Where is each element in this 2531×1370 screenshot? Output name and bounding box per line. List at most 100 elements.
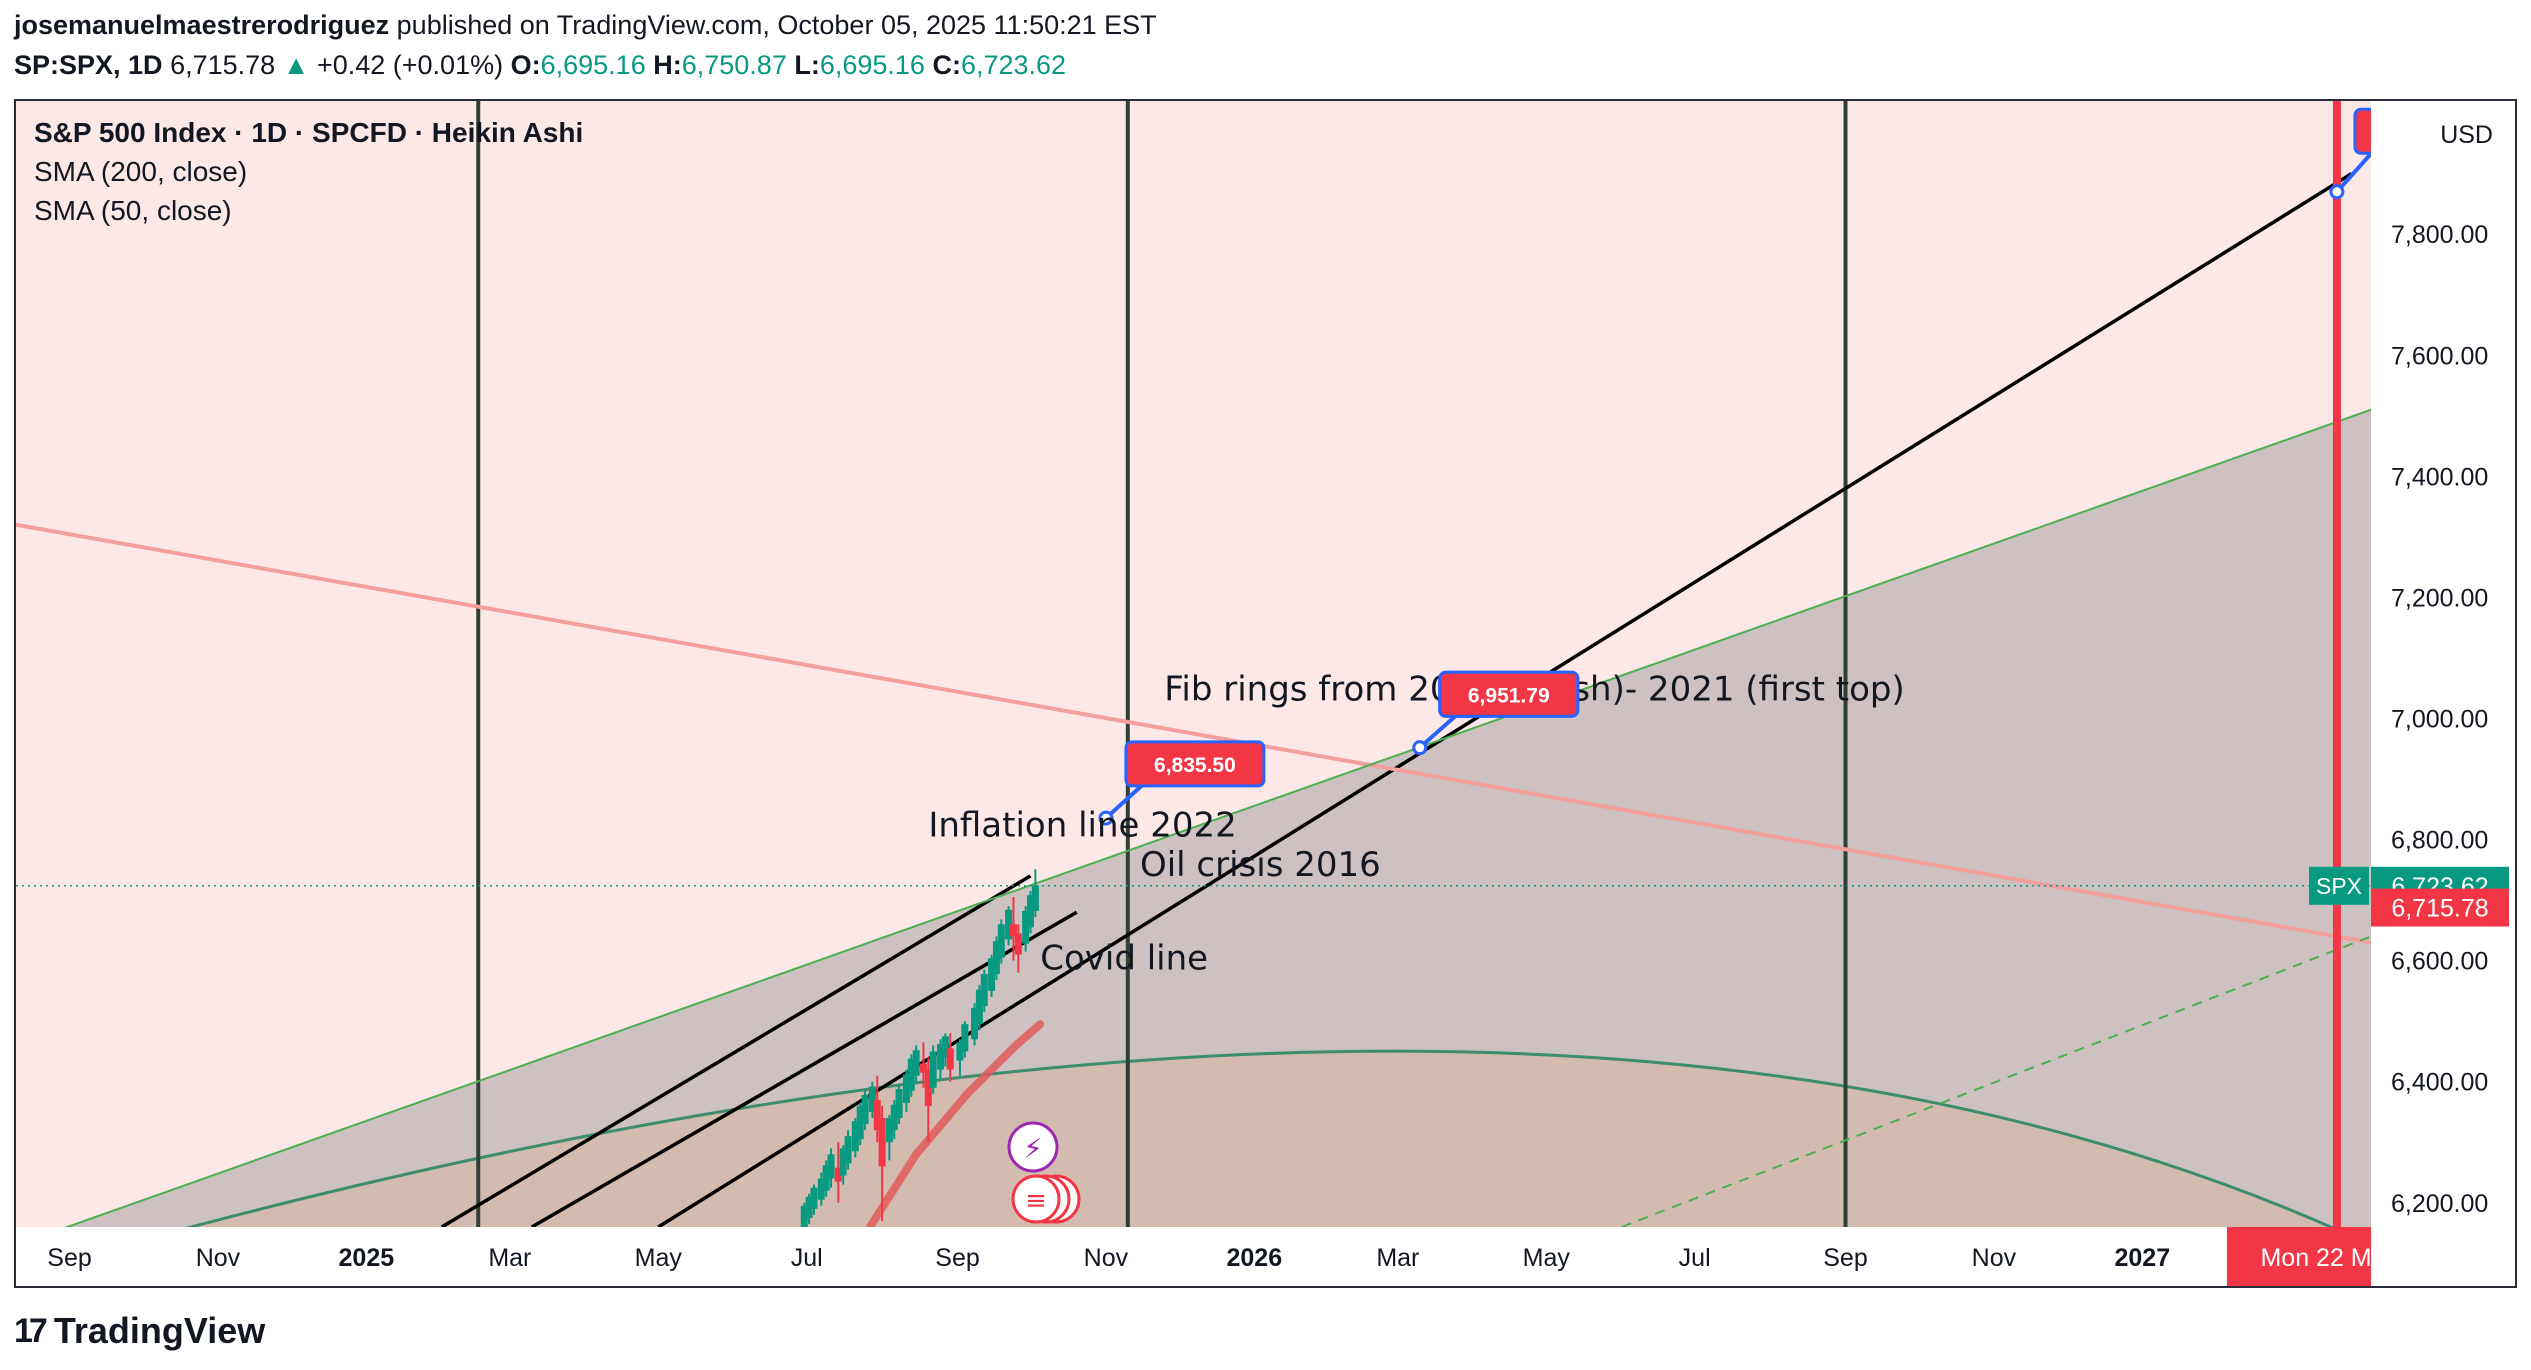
last-price-tag-label: 6,715.78 [2391, 895, 2488, 923]
price-callout-box-2-front [1438, 670, 1580, 718]
candle-body-35 [997, 924, 1005, 958]
low-value: 6,695.16 [819, 50, 925, 80]
x-tick-label-9: 2026 [1227, 1244, 1283, 1272]
open-label: O: [510, 50, 541, 80]
open-value: 6,695.16 [540, 50, 646, 80]
chart-frame[interactable]: ⚡≡6,835.506,951.797,Fib rings from 2008 … [14, 99, 2517, 1288]
x-tick-label-5: May [635, 1244, 683, 1272]
time-axis [16, 1227, 2371, 1286]
candle-body-18 [895, 1088, 903, 1119]
candle-body-31 [975, 989, 983, 1025]
green-channel-dashed [1621, 935, 2371, 1227]
y-tick-label-5: 7,000.00 [2391, 705, 2488, 733]
candle-body-17 [890, 1104, 898, 1131]
candle-body-36 [1005, 909, 1013, 940]
candle-body-9 [844, 1136, 852, 1164]
high-value: 6,750.87 [681, 50, 787, 80]
candle-body-24 [929, 1051, 937, 1088]
x-tick-label-2: Nov [196, 1244, 241, 1272]
x-tick-label-6: Jul [791, 1244, 823, 1272]
legend-title[interactable]: S&P 500 Index · 1D · SPCFD · Heikin Ashi [34, 117, 584, 148]
candle-body-39 [1022, 910, 1030, 944]
y-tick-label-6: 7,200.00 [2391, 584, 2488, 612]
sma200-line [865, 1020, 1045, 1231]
candle-body-12 [861, 1095, 869, 1125]
candle-body-11 [856, 1105, 864, 1140]
price-callout-anchor-1 [1098, 810, 1114, 826]
candle-body-19 [902, 1074, 910, 1103]
x-tick-label-1: Sep [47, 1244, 91, 1272]
candle-body-5 [822, 1165, 830, 1191]
spx-name-tag-label: SPX [2316, 873, 2362, 899]
legend-sma50[interactable]: SMA (50, close) [34, 195, 232, 226]
axis-corner [2371, 1227, 2515, 1286]
candle-body-32 [980, 973, 988, 1007]
price-change: +0.42 (+0.01%) [316, 50, 504, 80]
candle-body-25 [936, 1044, 944, 1070]
price-callout-anchor-3 [2329, 184, 2345, 200]
x-tick-label-13: Sep [1823, 1244, 1867, 1272]
cursor-vertical-line [2332, 101, 2341, 1286]
y-tick-label-4: 6,800.00 [2391, 827, 2488, 855]
candle-body-14 [873, 1099, 881, 1131]
fib-arc-line [185, 1049, 2335, 1227]
candle-body-27 [946, 1048, 954, 1070]
candle-body-40 [1026, 895, 1034, 928]
pink-descending-line [16, 522, 2371, 945]
x-tick-label-11: May [1523, 1244, 1571, 1272]
candle-body-21 [912, 1050, 920, 1076]
candle-body-20 [907, 1058, 915, 1091]
green-channel-upper [64, 408, 2371, 1227]
candle-body-38 [1014, 933, 1022, 955]
candle-body-6 [827, 1154, 835, 1179]
candle-body-33 [988, 958, 996, 991]
lightning-event-icon [1007, 1121, 1059, 1173]
candle-body-29 [961, 1024, 969, 1052]
candle-body-28 [956, 1042, 964, 1061]
x-tick-label-14: Nov [1972, 1244, 2017, 1272]
price-callout-anchor-2 [1412, 740, 1428, 756]
candle-body-26 [941, 1036, 949, 1058]
currency-label[interactable]: USD [2440, 121, 2493, 149]
candle-body-2 [805, 1196, 813, 1218]
x-tick-label-7: Sep [935, 1244, 979, 1272]
candle-body-16 [885, 1118, 893, 1143]
spx-name-tag [2309, 866, 2369, 905]
author-name[interactable]: josemanuelmaestrerodriguez [14, 10, 390, 40]
chart-canvas[interactable]: ⚡≡6,835.506,951.797,Fib rings from 2008 … [16, 101, 2515, 1286]
annotation-3: Oil crisis 2016 [1140, 845, 1381, 885]
tradingview-logo[interactable]: 17 TradingView [14, 1310, 265, 1352]
high-label: H: [653, 50, 682, 80]
price-callout-label-1: 6,835.50 [1154, 754, 1236, 777]
candle-body-15 [878, 1118, 886, 1167]
last-price-tag [2371, 888, 2509, 927]
y-tick-label-8: 7,600.00 [2391, 342, 2488, 370]
annotation-2: Inflation line 2022 [928, 806, 1236, 846]
price-callout-pointer-3 [2335, 147, 2377, 194]
x-tick-label-8: Nov [1084, 1244, 1129, 1272]
price-callout-pointer-2 [1418, 710, 1462, 750]
legend-sma200[interactable]: SMA (200, close) [34, 156, 248, 187]
y-tick-label-7: 7,400.00 [2391, 463, 2488, 491]
close-value: 6,723.62 [960, 50, 1067, 80]
x-tick-label-4: Mar [488, 1244, 531, 1272]
low-label: L: [794, 50, 820, 80]
ohlc-header: SP:SPX, 1D 6,715.78 ▲ +0.42 (+0.01%) O:6… [14, 50, 1066, 81]
us-flag-icon-1 [1011, 1174, 1061, 1224]
candle-body-4 [817, 1178, 825, 1200]
candle-body-22 [919, 1063, 927, 1073]
symbol-label: SP:SPX, 1D [14, 50, 163, 80]
candle-body-3 [810, 1187, 818, 1209]
up-arrow-icon: ▲ [282, 50, 310, 80]
close-label: C: [932, 50, 961, 80]
candle-body-30 [971, 1007, 979, 1040]
candle-body-7 [834, 1167, 842, 1182]
us-flag-glyph: ≡ [1025, 1186, 1047, 1216]
oil-crisis-line-2016 [530, 910, 1078, 1227]
candle-body-34 [992, 941, 1000, 974]
price-callout-pointer-1 [1104, 780, 1148, 820]
lightning-glyph: ⚡ [1023, 1132, 1043, 1165]
y-tick-label-3: 6,600.00 [2391, 948, 2488, 976]
y-tick-label-1: 6,200.00 [2391, 1190, 2488, 1218]
candle-body-10 [851, 1121, 859, 1152]
